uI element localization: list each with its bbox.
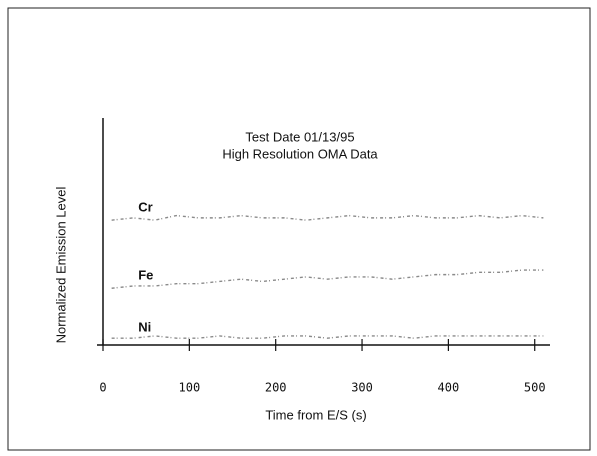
x-tick-label: 300 (351, 381, 373, 395)
series-line (111, 335, 544, 339)
x-axis-label: Time from E/S (s) (265, 407, 366, 422)
x-tick-label: 100 (179, 381, 201, 395)
series-label: Cr (138, 199, 152, 214)
series-label: Fe (138, 267, 153, 282)
x-tick-label: 400 (438, 381, 460, 395)
series-line (111, 269, 544, 289)
y-axis-label: Normalized Emission Level (53, 186, 68, 343)
series-line (111, 214, 544, 221)
chart-title: Test Date 01/13/95 (245, 129, 354, 144)
frame (7, 7, 591, 451)
chart-subtitle: High Resolution OMA Data (222, 146, 378, 161)
x-tick-label: 500 (524, 381, 546, 395)
series-label: Ni (138, 320, 151, 335)
x-tick-label: 0 (99, 381, 106, 395)
x-tick-label: 200 (265, 381, 287, 395)
